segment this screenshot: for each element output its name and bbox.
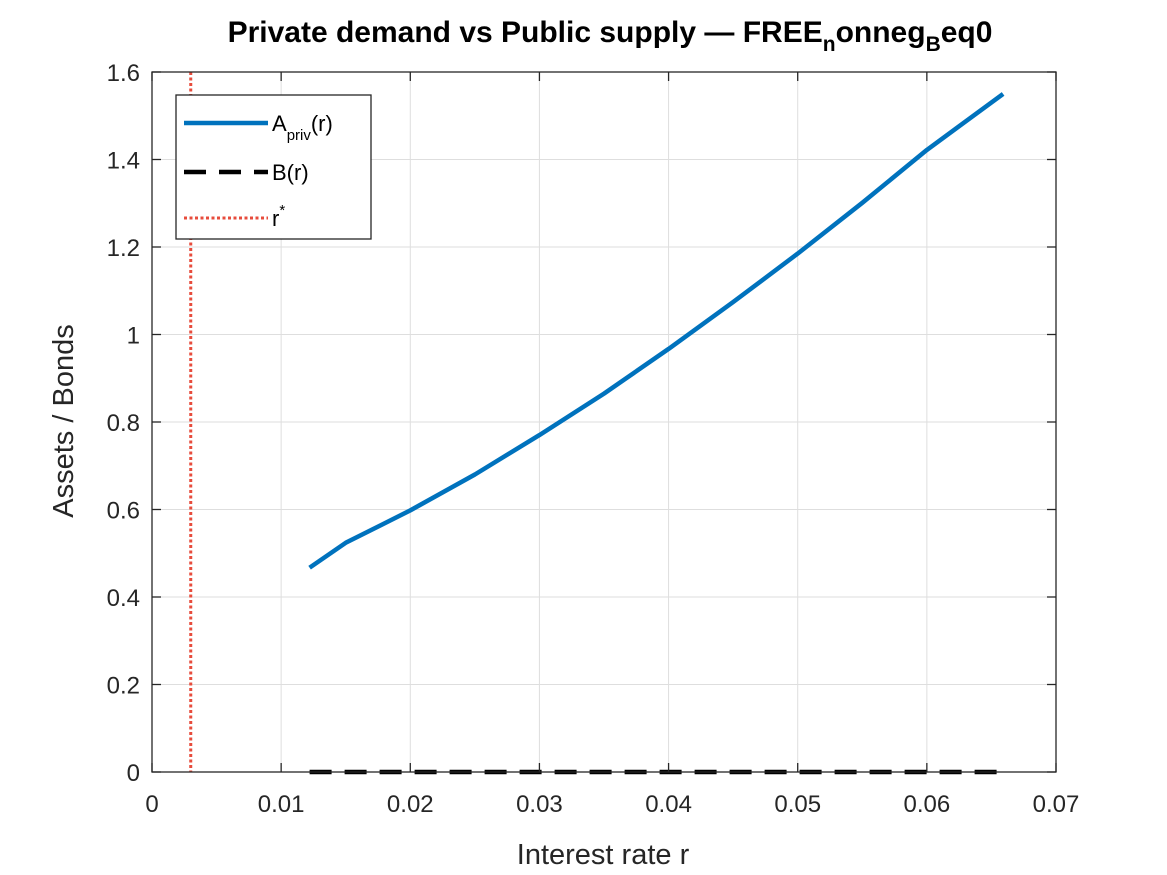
y-tick-label: 1.2 bbox=[107, 235, 140, 262]
title-part: n bbox=[823, 33, 836, 56]
x-tick-label: 0.02 bbox=[387, 791, 434, 818]
x-tick-labels: 0 0.01 0.02 0.03 0.04 0.05 0.06 0.07 bbox=[145, 791, 1079, 818]
title-part: Private demand vs Public supply — FREE bbox=[228, 16, 823, 49]
x-tick-label: 0.03 bbox=[516, 791, 563, 818]
y-tick-label: 0.2 bbox=[107, 673, 140, 700]
legend-box bbox=[175, 94, 372, 240]
ticks bbox=[151, 71, 1057, 773]
x-tick-label: 0 bbox=[145, 791, 158, 818]
x-tick-label: 0.04 bbox=[645, 791, 692, 818]
y-tick-label: 0.4 bbox=[107, 585, 140, 612]
y-axis-label: Assets / Bonds bbox=[48, 324, 80, 517]
title-part: B bbox=[926, 33, 941, 56]
x-tick-label: 0.07 bbox=[1033, 791, 1080, 818]
x-tick-label: 0.06 bbox=[903, 791, 950, 818]
y-tick-label: 1.4 bbox=[107, 148, 140, 175]
x-axis-label: Interest rate r bbox=[517, 839, 690, 871]
x-tick-label: 0.01 bbox=[258, 791, 305, 818]
y-tick-label: 1.6 bbox=[107, 60, 140, 87]
series-line-a-priv bbox=[308, 92, 1005, 570]
legend-label: B(r) bbox=[272, 160, 309, 185]
y-tick-label: 0.6 bbox=[107, 498, 140, 525]
legend-label: Apriv(r) bbox=[272, 111, 333, 144]
legend: Apriv(r) B(r) r* bbox=[175, 94, 372, 240]
y-tick-labels: 0 0.2 0.4 0.6 0.8 1 1.2 1.4 1.6 bbox=[107, 60, 140, 787]
y-tick-label: 0.8 bbox=[107, 410, 140, 437]
y-tick-label: 0 bbox=[127, 760, 140, 787]
chart-title: Private demand vs Public supply — FREEno… bbox=[228, 16, 993, 56]
x-tick-label: 0.05 bbox=[774, 791, 821, 818]
title-part: onneg bbox=[836, 16, 926, 49]
legend-label: r* bbox=[272, 202, 285, 231]
title-part: eq0 bbox=[941, 16, 993, 49]
y-tick-label: 1 bbox=[127, 323, 140, 350]
